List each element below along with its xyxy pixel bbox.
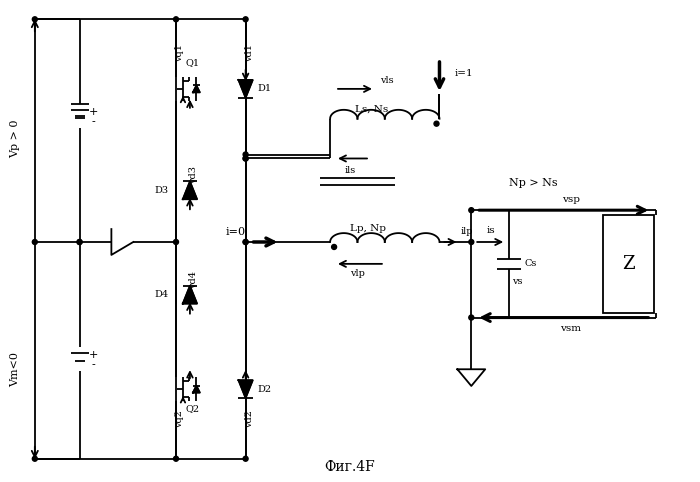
Circle shape [32,17,37,22]
Text: vls: vls [380,77,393,85]
Text: vs: vs [512,277,523,286]
Text: i=0: i=0 [225,227,246,237]
Text: -: - [92,117,95,127]
Circle shape [469,240,474,244]
Text: +: + [89,107,98,117]
Text: vd4: vd4 [190,271,198,289]
Text: Z: Z [622,255,635,273]
Circle shape [32,240,37,244]
Text: vd3: vd3 [190,166,198,185]
Text: Np > Ns: Np > Ns [509,178,558,188]
Polygon shape [183,181,197,199]
Text: D2: D2 [258,385,272,394]
Text: ils: ils [344,166,356,175]
Text: i=1: i=1 [454,69,473,79]
Polygon shape [193,386,200,393]
Circle shape [174,240,178,244]
Circle shape [77,240,82,244]
Text: Lp, Np: Lp, Np [350,224,386,233]
Circle shape [32,456,37,461]
Circle shape [174,17,178,22]
Text: vd2: vd2 [245,410,254,428]
Text: Q1: Q1 [186,58,200,67]
Text: vlp: vlp [351,269,365,278]
Text: Cs: Cs [525,259,538,268]
Text: -: - [92,360,95,370]
Text: vd1: vd1 [245,44,254,62]
Circle shape [243,240,248,244]
Circle shape [243,17,248,22]
Circle shape [243,156,248,161]
Text: Фиг.4F: Фиг.4F [325,460,375,474]
Polygon shape [183,286,197,304]
Text: Vp > 0: Vp > 0 [10,120,20,158]
Text: D4: D4 [154,290,168,299]
Text: is: is [487,226,496,235]
Circle shape [174,456,178,461]
Text: D3: D3 [154,186,168,195]
Circle shape [243,152,248,157]
Polygon shape [239,380,253,398]
Circle shape [243,240,248,244]
Circle shape [469,208,474,213]
Text: vq2: vq2 [176,410,185,428]
Text: vq1: vq1 [176,44,185,62]
Text: vsp: vsp [561,195,580,204]
Circle shape [332,244,337,250]
Circle shape [243,156,248,161]
Circle shape [469,315,474,320]
Circle shape [434,121,439,126]
Circle shape [243,456,248,461]
Text: +: + [89,350,98,361]
Text: Ls, Ns: Ls, Ns [355,104,388,113]
Text: D1: D1 [258,84,272,94]
Circle shape [77,240,82,244]
Text: Vm<0: Vm<0 [10,352,20,387]
Polygon shape [193,85,200,93]
Text: ilp: ilp [461,227,474,236]
Text: vsm: vsm [560,324,581,333]
Polygon shape [239,80,253,98]
Bar [603,215,655,313]
Text: Q2: Q2 [186,404,200,414]
